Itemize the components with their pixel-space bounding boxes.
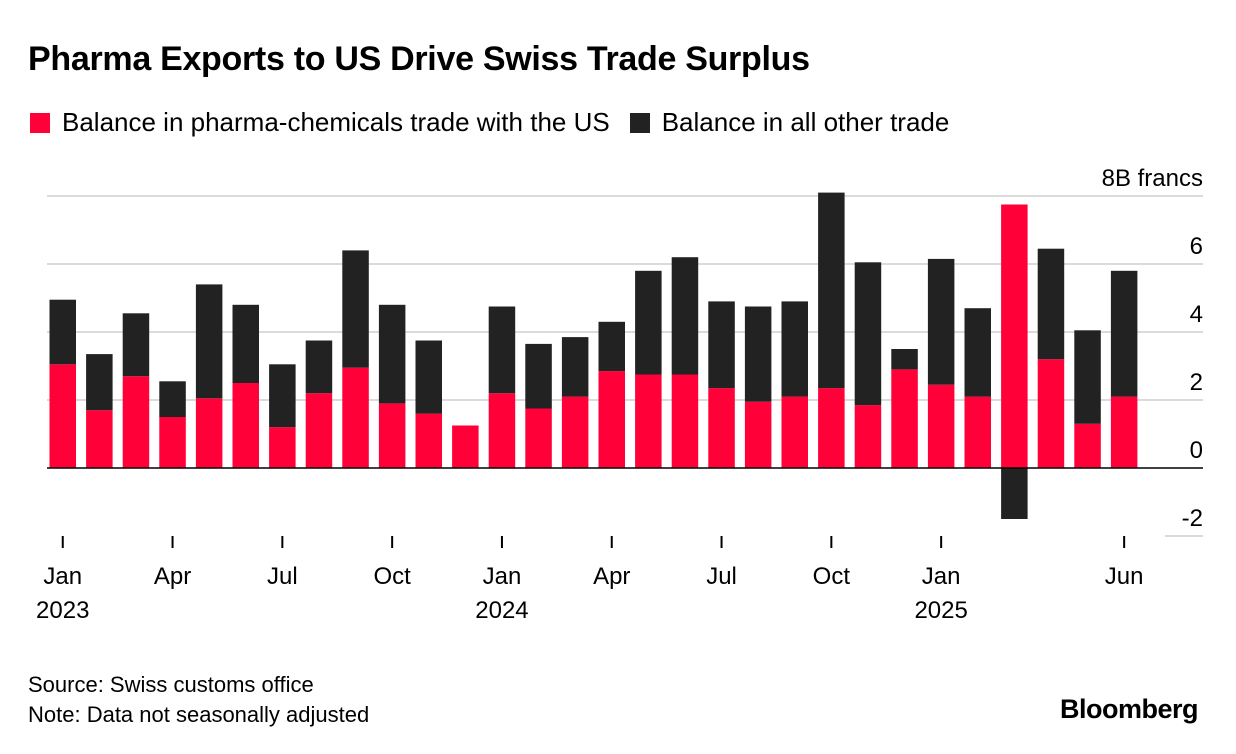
bar-pharma (86, 410, 113, 468)
bar-pharma (195, 398, 223, 468)
bar-pharma (415, 413, 442, 468)
bar-pharma (342, 367, 369, 468)
bar-other (854, 262, 882, 406)
bloomberg-logo: Bloomberg (1059, 694, 1199, 724)
bar-pharma (1110, 396, 1138, 468)
bar-pharma (525, 408, 552, 468)
bar-other (1074, 330, 1101, 424)
bar-pharma (49, 364, 76, 468)
x-tick-label: Apr (154, 563, 191, 590)
bar-pharma (671, 374, 699, 468)
x-tick-year-label: 2024 (475, 597, 528, 624)
bar-pharma (269, 427, 296, 468)
x-tick-label: Oct (813, 563, 851, 590)
bar-other (269, 364, 296, 428)
legend-label-other: Balance in all other trade (661, 107, 950, 137)
y-tick-label: 0 (1190, 437, 1203, 464)
bar-pharma (635, 374, 662, 468)
bar-other (305, 340, 333, 394)
bar-pharma (744, 401, 772, 468)
bar-pharma (598, 371, 625, 468)
bar-other (708, 301, 735, 389)
bar-pharma (854, 405, 882, 468)
bar-pharma (159, 417, 186, 468)
bar-other (195, 284, 223, 399)
x-tick-label: Apr (593, 563, 630, 590)
bar-other (561, 337, 589, 397)
bar-other (964, 308, 991, 397)
bar-other (49, 299, 76, 365)
bar-other (1110, 270, 1138, 397)
chart-title: Pharma Exports to US Drive Swiss Trade S… (28, 40, 810, 78)
legend-swatch-pharma (30, 112, 50, 133)
bar-other (1037, 248, 1065, 360)
x-tick-label: Jan (483, 563, 522, 590)
bar-other (122, 313, 150, 377)
bar-pharma (378, 403, 406, 468)
bar-other (378, 304, 406, 404)
stacked-bar-chart: -2 0 2 4 6 8B francs Jan 2023 Apr Jul Oct Jan 2024 Ap… (36, 165, 1203, 624)
bar-other (1001, 468, 1028, 519)
legend-label-pharma: Balance in pharma-chemicals trade with t… (62, 107, 610, 137)
bar-other (927, 258, 955, 385)
legend-item-pharma: Balance in pharma-chemicals trade with t… (30, 107, 610, 138)
y-tick-label: 2 (1190, 369, 1203, 396)
bar-other (598, 321, 625, 372)
bar-other (159, 381, 186, 417)
bar-other (635, 270, 662, 375)
bar-other (525, 343, 552, 409)
x-tick-label: Jan (43, 563, 82, 590)
bar-other (86, 354, 113, 411)
data-note: Note: Data not seasonally adjusted (28, 702, 370, 727)
y-tick-label: 6 (1190, 233, 1203, 260)
bar-pharma (1074, 423, 1101, 468)
bar-other (342, 250, 369, 368)
bar-pharma (891, 369, 918, 468)
source-note: Source: Swiss customs office (28, 672, 314, 697)
y-tick-label: 8B francs (1102, 165, 1203, 192)
bar-pharma (232, 383, 259, 468)
y-tick-label: -2 (1182, 505, 1203, 532)
x-tick-label: Oct (373, 563, 411, 590)
legend: Balance in pharma-chemicals trade with t… (30, 107, 969, 138)
bar-other (232, 304, 259, 383)
bar-pharma (927, 384, 955, 468)
x-tick-label: Jun (1105, 563, 1144, 590)
x-tick-label: Jan (922, 563, 961, 590)
bar-pharma (781, 396, 808, 468)
bar-other (744, 306, 772, 402)
x-tick-year-label: 2025 (914, 597, 967, 624)
x-tick-label: Jul (267, 563, 298, 590)
bar-pharma (818, 388, 845, 468)
legend-item-other: Balance in all other trade (629, 107, 950, 138)
bar-pharma (122, 376, 150, 468)
bar-pharma (1037, 359, 1065, 468)
bar-pharma (305, 393, 333, 468)
x-tick-label: Jul (706, 563, 737, 590)
legend-swatch-other (629, 112, 650, 133)
bar-pharma (964, 396, 991, 468)
bar-other (781, 301, 808, 397)
y-tick-label: 4 (1190, 301, 1203, 328)
x-tick-year-label: 2023 (36, 597, 89, 624)
bar-pharma (488, 393, 516, 468)
bar-other (415, 340, 442, 414)
bar-other (488, 306, 516, 394)
bar-pharma (708, 388, 735, 468)
bar-other (818, 192, 845, 389)
bar-pharma (1001, 204, 1028, 468)
bar-other (671, 257, 699, 375)
bar-other (891, 349, 918, 370)
bar-pharma (561, 396, 589, 468)
bar-pharma (452, 425, 479, 468)
